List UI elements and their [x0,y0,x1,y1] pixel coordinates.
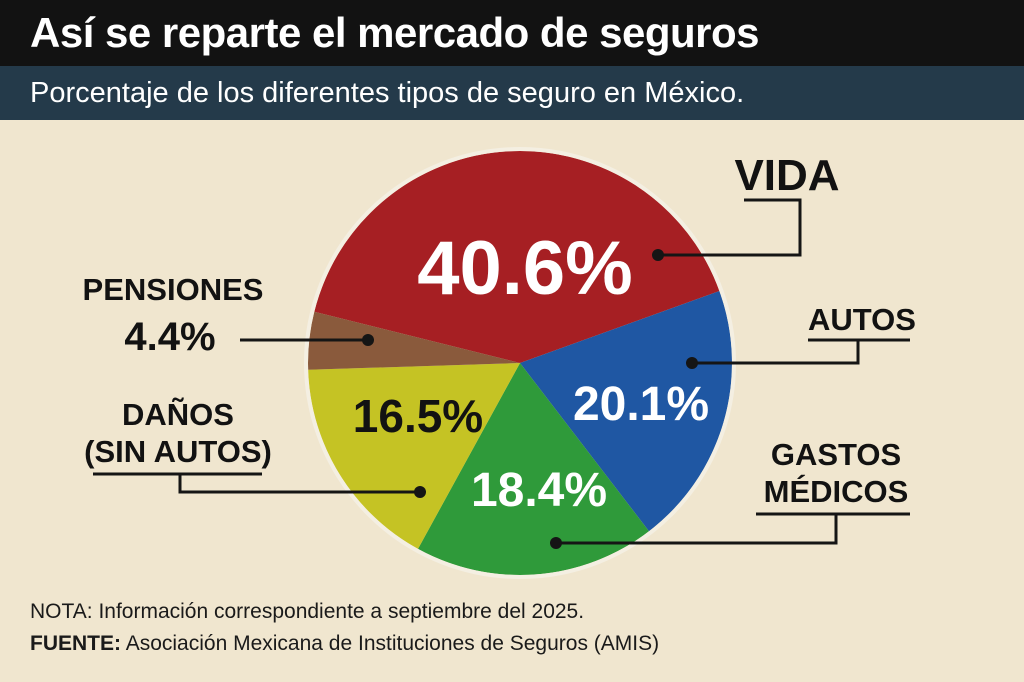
value-label-pensiones: 4.4% [124,315,215,359]
category-label-danos-line1: DAÑOS [122,397,234,432]
leader-dot-vida [652,249,664,261]
leader-dot-danos [414,486,426,498]
pie-slice-gastos-médicos [417,363,649,575]
value-label-autos: 20.1% [573,378,709,431]
leader-line-gastos [556,512,910,545]
pie-slice-vida [314,150,720,363]
value-label-danos: 16.5% [353,390,483,442]
title-bar: Así se reparte el mercado de seguros [0,0,1024,66]
source-label: FUENTE: [30,632,121,655]
leader-dot-autos [686,357,698,369]
chart-subtitle: Porcentaje de los diferentes tipos de se… [30,77,745,109]
category-label-danos-line2: (SIN AUTOS) [84,434,272,469]
leader-line-danos [93,472,420,494]
category-label-gastos-line1: GASTOS [771,437,901,472]
footnote: NOTA: Información correspondiente a sept… [30,600,585,623]
category-label-autos: AUTOS [808,302,916,337]
pie-slice-autos [520,291,732,532]
leader-line-autos [692,338,910,365]
leader-dot-pensiones [362,334,374,346]
source-line: FUENTE: Asociación Mexicana de Instituci… [30,632,659,656]
leader-dot-gastos [550,537,562,549]
value-label-vida: 40.6% [417,226,633,311]
category-label-pensiones: PENSIONES [83,272,264,307]
pie-slice-pensiones [308,311,520,370]
leader-line-vida [658,198,802,257]
value-label-gastos: 18.4% [471,464,607,517]
category-label-vida: VIDA [734,151,839,200]
pie-slice-daños-sin-autos [308,363,520,549]
leader-lines [93,198,910,549]
chart-title: Así se reparte el mercado de seguros [30,9,760,56]
subtitle-bar: Porcentaje de los diferentes tipos de se… [0,66,1024,120]
category-label-gastos-line2: MÉDICOS [764,474,909,509]
source-text: Asociación Mexicana de Instituciones de … [125,632,660,655]
pie-slices [308,150,732,575]
